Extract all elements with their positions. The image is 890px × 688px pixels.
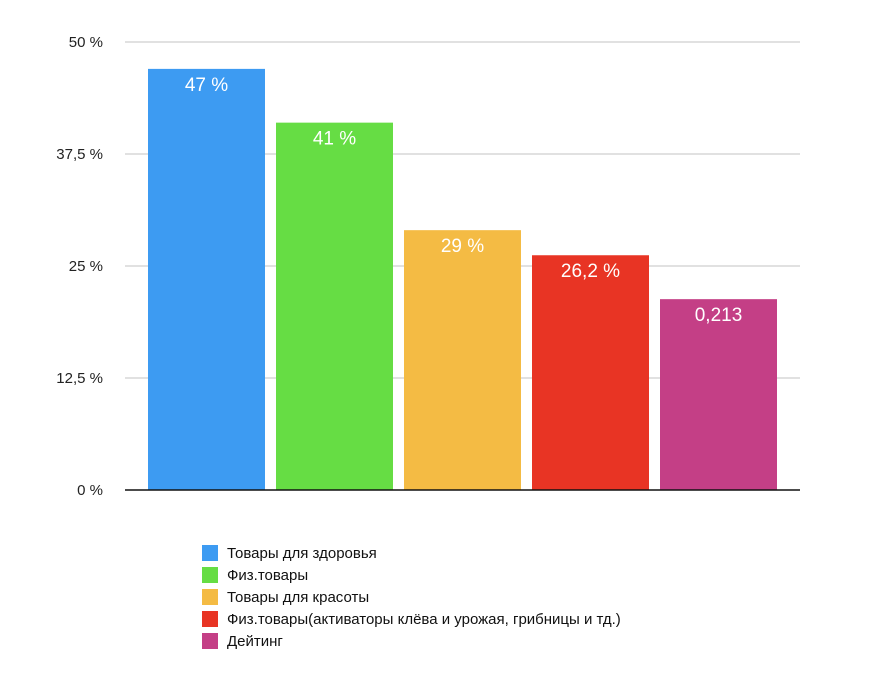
bar-data-label: 47 % <box>185 75 228 96</box>
bar <box>404 230 521 490</box>
bar-data-label: 41 % <box>313 129 356 150</box>
legend-swatch <box>202 567 218 583</box>
legend-label: Физ.товары <box>227 567 308 584</box>
legend-label: Товары для красоты <box>227 589 369 606</box>
bar <box>532 255 649 490</box>
legend-swatch <box>202 633 218 649</box>
legend-label: Дейтинг <box>227 633 283 650</box>
bar <box>276 122 393 490</box>
bar-data-label: 0,213 <box>695 305 743 326</box>
y-tick-label: 25 % <box>69 258 103 275</box>
bar-data-label: 26,2 % <box>561 261 620 282</box>
legend-swatch <box>202 611 218 627</box>
bar-data-label: 29 % <box>441 236 484 257</box>
y-tick-label: 50 % <box>69 34 103 51</box>
bar <box>148 68 265 490</box>
y-axis: 0 % 12,5 % 25 % 37,5 % 50 % <box>56 34 103 499</box>
y-tick-label: 37,5 % <box>56 146 103 163</box>
legend-swatch <box>202 589 218 605</box>
legend-swatch <box>202 545 218 561</box>
bar <box>660 299 777 490</box>
bars: 47 % 41 % 29 % 26,2 % 0,213 <box>148 68 777 490</box>
y-tick-label: 0 % <box>77 482 103 499</box>
legend: Товары для здоровья Физ.товары Товары для … <box>202 545 621 650</box>
legend-label: Физ.товары(активаторы клёва и урожая, гр… <box>227 611 621 628</box>
y-tick-label: 12,5 % <box>56 370 103 387</box>
legend-label: Товары для здоровья <box>227 545 377 562</box>
